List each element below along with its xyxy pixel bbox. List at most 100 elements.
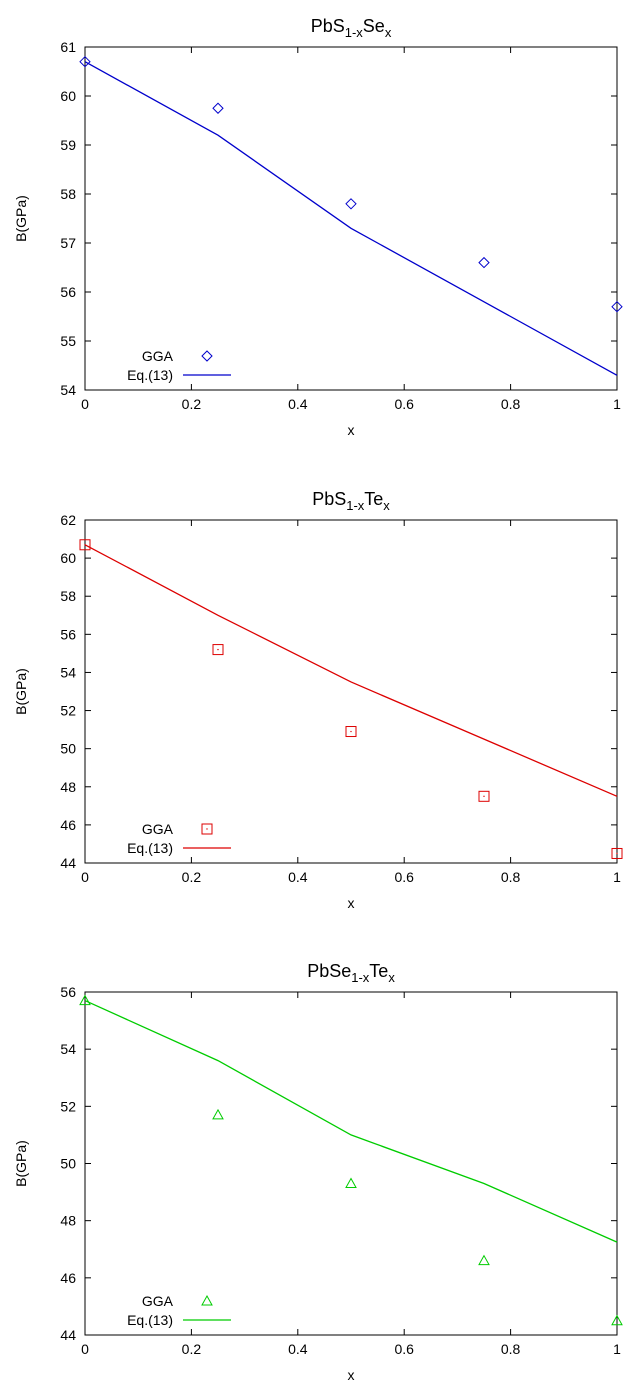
data-point-gga <box>478 1254 490 1266</box>
chart-title: PbS1-xSex <box>311 16 392 40</box>
y-tick-label: 60 <box>60 550 76 566</box>
title-part: Se <box>363 16 385 36</box>
data-point-gga <box>79 994 91 1006</box>
marker-center-dot <box>217 648 219 651</box>
y-tick-label: 56 <box>60 284 76 300</box>
series-line-eq13 <box>84 544 618 797</box>
title-part: Te <box>369 961 388 981</box>
series-line-eq13 <box>84 61 618 376</box>
title-part: PbSe <box>307 961 351 981</box>
x-tick-label: 0.2 <box>182 869 202 885</box>
legend-label: GGA <box>142 348 174 364</box>
x-tick-label: 0.8 <box>501 1341 521 1357</box>
chart-title: PbS1-xTex <box>312 489 390 513</box>
legend-marker-swatch <box>201 350 213 362</box>
y-tick-label: 46 <box>60 817 76 833</box>
data-point-gga <box>79 55 91 68</box>
x-tick-label: 0.4 <box>288 869 308 885</box>
x-tick-label: 1 <box>613 869 621 885</box>
marker-center-dot <box>350 730 352 733</box>
title-part: PbS <box>311 16 345 36</box>
x-tick-label: 0 <box>81 396 89 412</box>
data-point-gga <box>212 644 224 656</box>
y-tick-label: 55 <box>60 333 76 349</box>
data-point-gga <box>611 847 623 859</box>
x-tick-label: 0.4 <box>288 1341 308 1357</box>
x-tick-label: 0 <box>81 1341 89 1357</box>
x-tick-label: 0.2 <box>182 1341 202 1357</box>
y-tick-label: 44 <box>60 1327 76 1343</box>
y-axis-label: B(GPa) <box>13 1140 29 1187</box>
y-tick-label: 46 <box>60 1270 76 1286</box>
data-point-gga <box>345 726 357 738</box>
y-tick-label: 58 <box>60 588 76 604</box>
x-tick-label: 0.6 <box>394 869 414 885</box>
x-axis-label: x <box>348 895 355 911</box>
legend-label: Eq.(13) <box>127 840 173 856</box>
y-tick-label: 54 <box>60 664 76 680</box>
x-tick-label: 1 <box>613 1341 621 1357</box>
y-axis-label: B(GPa) <box>13 195 29 242</box>
marker-center-dot <box>483 795 485 798</box>
y-tick-label: 54 <box>60 1041 76 1057</box>
data-point-gga <box>611 300 623 313</box>
y-tick-label: 60 <box>60 88 76 104</box>
title-part: Te <box>364 489 383 509</box>
y-tick-label: 44 <box>60 855 76 871</box>
data-point-gga <box>478 790 490 802</box>
y-tick-label: 48 <box>60 1213 76 1229</box>
y-tick-label: 61 <box>60 39 76 55</box>
y-tick-label: 59 <box>60 137 76 153</box>
x-tick-label: 0.4 <box>288 396 308 412</box>
y-tick-label: 48 <box>60 779 76 795</box>
x-tick-label: 0.6 <box>394 396 414 412</box>
data-point-gga <box>79 539 91 551</box>
title-subscript: 1-x <box>346 498 365 513</box>
data-point-gga <box>212 102 224 114</box>
title-subscript: x <box>388 970 395 985</box>
data-point-gga <box>478 256 490 269</box>
y-axis-label: B(GPa) <box>13 668 29 715</box>
x-tick-label: 0.6 <box>394 1341 414 1357</box>
marker-center-dot <box>206 828 208 830</box>
y-tick-label: 56 <box>60 626 76 642</box>
y-tick-label: 57 <box>60 235 76 251</box>
chart-title: PbSe1-xTex <box>307 961 395 985</box>
data-point-gga <box>611 1314 623 1326</box>
y-tick-label: 50 <box>60 1156 76 1172</box>
legend-label: GGA <box>142 1293 174 1309</box>
y-tick-label: 52 <box>60 703 76 719</box>
x-tick-label: 1 <box>613 396 621 412</box>
title-part: PbS <box>312 489 346 509</box>
marker-center-dot <box>616 852 618 855</box>
x-tick-label: 0.8 <box>501 869 521 885</box>
y-tick-label: 62 <box>60 512 76 528</box>
title-subscript: 1-x <box>351 970 370 985</box>
y-tick-label: 56 <box>60 984 76 1000</box>
y-tick-label: 54 <box>60 382 76 398</box>
legend-marker-swatch <box>201 823 213 835</box>
legend-label: Eq.(13) <box>127 367 173 383</box>
legend-label: GGA <box>142 821 174 837</box>
x-tick-label: 0.2 <box>182 396 202 412</box>
y-tick-label: 52 <box>60 1098 76 1114</box>
x-axis-label: x <box>348 1367 355 1383</box>
x-tick-label: 0.8 <box>501 396 521 412</box>
plot-frame <box>84 519 618 864</box>
title-subscript: x <box>385 25 392 40</box>
title-subscript: 1-x <box>345 25 364 40</box>
x-axis-label: x <box>348 422 355 438</box>
data-point-gga <box>345 1177 357 1189</box>
series-line-eq13 <box>84 999 618 1243</box>
plot-frame <box>84 991 618 1336</box>
data-point-gga <box>345 198 357 210</box>
plot-frame <box>84 46 618 391</box>
legend-marker-swatch <box>201 1294 213 1306</box>
y-tick-label: 58 <box>60 186 76 202</box>
y-tick-label: 50 <box>60 741 76 757</box>
data-point-gga <box>212 1108 224 1120</box>
